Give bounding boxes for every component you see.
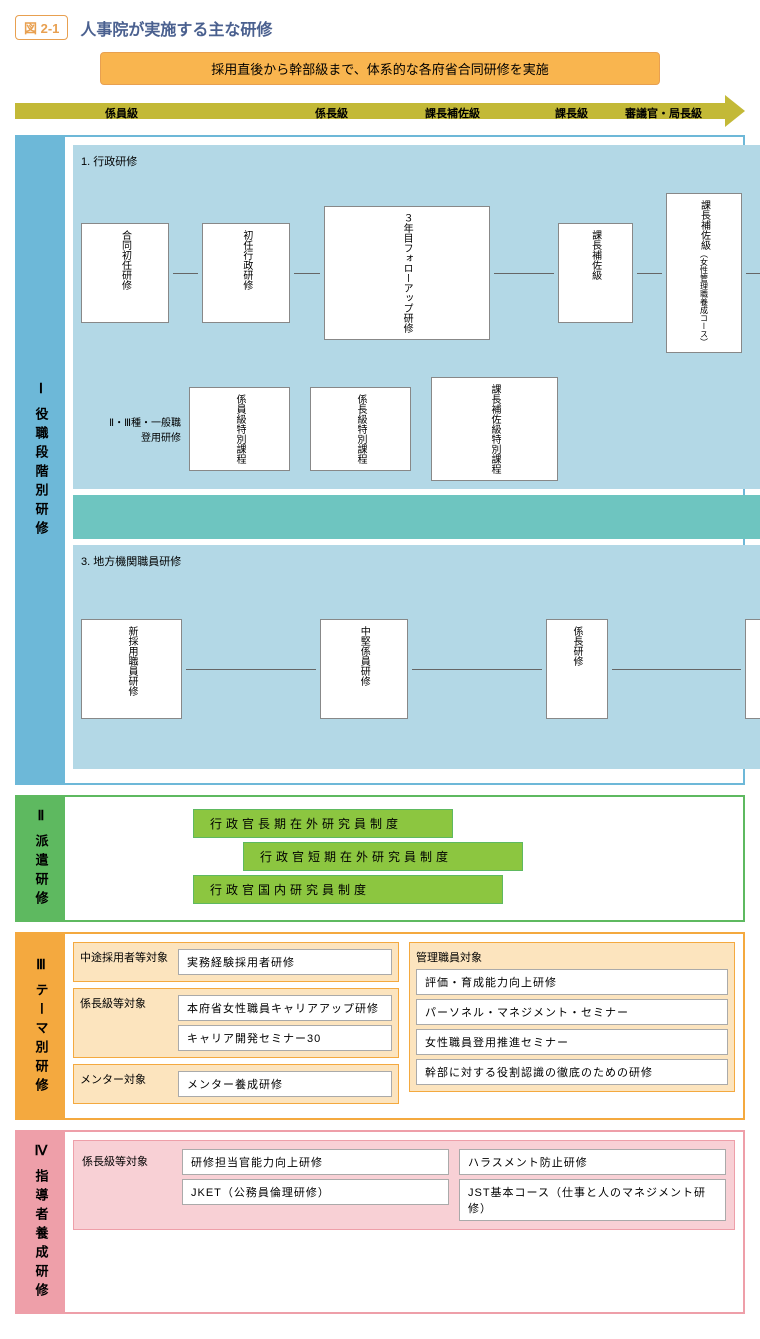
header: 図 2-1 人事院が実施する主な研修 bbox=[15, 15, 745, 40]
training-box: 中堅係員研修 bbox=[320, 619, 408, 719]
theme-target-label: 管理職員対象 bbox=[416, 949, 728, 965]
training-hbox: キャリア開発セミナー30 bbox=[178, 1025, 392, 1051]
theme-target-label: 係長級等対象 bbox=[80, 995, 170, 1047]
page-title: 人事院が実施する主な研修 bbox=[80, 16, 272, 40]
sub-local: 3. 地方機関職員研修 新採用職員研修中堅係員研修係長研修管理監督者研修幹部行政… bbox=[73, 545, 760, 769]
training-hbox: 評価・育成能力向上研修 bbox=[416, 969, 728, 995]
subtitle-bar: 採用直後から幹部級まで、体系的な各府省合同研修を実施 bbox=[100, 52, 660, 85]
theme-target-label: 中途採用者等対象 bbox=[80, 949, 170, 971]
training-box: 係長研修 bbox=[546, 619, 608, 719]
section-1: Ⅰ 役職段階別研修 1. 行政研修 合同初任研修初任行政研修３年目フォローアップ… bbox=[15, 135, 745, 785]
training-hbox: メンター養成研修 bbox=[178, 1071, 392, 1097]
arrow-label: 審議官・局長級 bbox=[625, 105, 702, 121]
dispatch-box: 行政官短期在外研究員制度 bbox=[243, 842, 523, 871]
training-hbox: パーソネル・マネジメント・セミナー bbox=[416, 999, 728, 1025]
section-2-label: Ⅱ 派遣研修 bbox=[17, 797, 65, 920]
section-2: Ⅱ 派遣研修 行政官長期在外研究員制度行政官短期在外研究員制度行政官国内研究員制… bbox=[15, 795, 745, 922]
section-3: Ⅲ テーマ別研修 中途採用者等対象実務経験採用者研修係長級等対象本府省女性職員キ… bbox=[15, 932, 745, 1120]
sub1-heading: 1. 行政研修 bbox=[81, 153, 760, 169]
dispatch-box: 行政官国内研究員制度 bbox=[193, 875, 503, 904]
arrow-label: 係長級 bbox=[315, 105, 348, 121]
career-arrow: 係員級 係長級 課長補佐級 課長級 審議官・局長級 bbox=[15, 95, 745, 127]
pink-block: 係長級等対象 研修担当官能力向上研修 JKET（公務員倫理研修） ハラスメント防止… bbox=[73, 1140, 735, 1230]
training-hbox: 幹部に対する役割認識の徹底のための研修 bbox=[416, 1059, 728, 1085]
training-hbox: 実務経験採用者研修 bbox=[178, 949, 392, 975]
section-3-label: Ⅲ テーマ別研修 bbox=[17, 934, 65, 1118]
training-box: 管理監督者研修 bbox=[745, 619, 760, 719]
training-box: 初任行政研修 bbox=[202, 223, 290, 323]
training-box: 課長補佐級特別課程 bbox=[431, 377, 558, 481]
training-hbox: 本府省女性職員キャリアアップ研修 bbox=[178, 995, 392, 1021]
sub3-heading: 3. 地方機関職員研修 bbox=[81, 553, 760, 569]
section-4-label: Ⅳ 指導者養成研修 bbox=[17, 1132, 65, 1312]
training-hbox: ハラスメント防止研修 bbox=[459, 1149, 726, 1175]
training-hbox: JST基本コース（仕事と人のマネジメント研修） bbox=[459, 1179, 726, 1221]
training-hbox: 研修担当官能力向上研修 bbox=[182, 1149, 449, 1175]
section-1-label: Ⅰ 役職段階別研修 bbox=[17, 137, 65, 783]
arrow-label: 係員級 bbox=[105, 105, 138, 121]
arrow-label: 課長補佐級 bbox=[425, 105, 480, 121]
training-box: 課長補佐級（女性管理職養成コース） bbox=[666, 193, 742, 353]
training-box: 新採用職員研修 bbox=[81, 619, 182, 719]
sub-promotion: 2. 昇任時相談 窓口等体験研修 bbox=[73, 495, 760, 539]
row2-label: Ⅱ・Ⅲ種・一般職 登用研修 bbox=[81, 414, 181, 444]
training-box: 合同初任研修 bbox=[81, 223, 169, 323]
training-box: ３年目フォローアップ研修 bbox=[324, 206, 490, 340]
s4-target-label: 係長級等対象 bbox=[82, 1149, 172, 1221]
arrow-label: 課長級 bbox=[555, 105, 588, 121]
dispatch-box: 行政官長期在外研究員制度 bbox=[193, 809, 453, 838]
theme-target-label: メンター対象 bbox=[80, 1071, 170, 1093]
training-box: 係長級特別課程 bbox=[310, 387, 411, 471]
training-hbox: 女性職員登用推進セミナー bbox=[416, 1029, 728, 1055]
training-box: 課長補佐級 bbox=[558, 223, 633, 323]
sub-gyousei: 1. 行政研修 合同初任研修初任行政研修 ３年目フォローアップ研修課長補佐級課長補… bbox=[73, 145, 760, 489]
figure-label: 図 2-1 bbox=[15, 15, 68, 40]
section-4: Ⅳ 指導者養成研修 係長級等対象 研修担当官能力向上研修 JKET（公務員倫理研修… bbox=[15, 1130, 745, 1314]
training-box: 係員級特別課程 bbox=[189, 387, 290, 471]
training-hbox: JKET（公務員倫理研修） bbox=[182, 1179, 449, 1205]
